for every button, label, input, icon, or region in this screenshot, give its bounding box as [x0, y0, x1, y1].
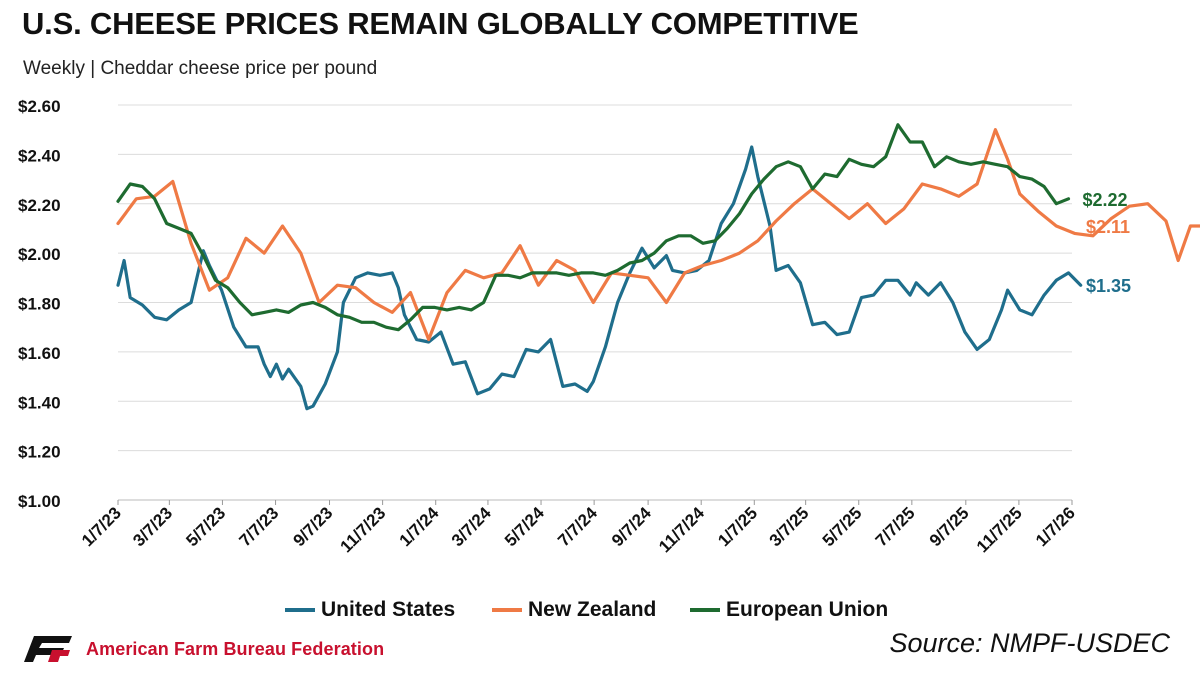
x-tick-label: 3/7/23: [129, 503, 176, 550]
y-tick-label: $2.40: [18, 146, 61, 165]
legend-label: United States: [321, 598, 456, 621]
x-tick-label: 9/7/25: [926, 503, 973, 550]
x-tick-label: 5/7/24: [501, 503, 548, 550]
x-tick-label: 7/7/25: [872, 503, 919, 550]
x-tick-label: 3/7/25: [766, 503, 813, 550]
y-tick-label: $1.20: [18, 443, 61, 462]
x-tick-label: 1/7/24: [396, 503, 443, 550]
x-tick-label: 7/7/24: [554, 503, 601, 550]
organization-name: American Farm Bureau Federation: [86, 638, 385, 659]
x-tick-label: 5/7/25: [819, 503, 866, 550]
legend-item-united-states: United States: [285, 598, 455, 622]
line-chart: $1.00 $1.20 $1.40 $1.60 $1.80 $2.00 $2.20 $2.40…: [18, 97, 1200, 556]
x-tick-label: 1/7/25: [714, 503, 761, 550]
legend-label: New Zealand: [528, 598, 657, 621]
legend: United States New Zealand European Union: [0, 598, 1200, 628]
legend-item-european-union: European Union: [690, 598, 888, 622]
y-tick-label: $1.00: [18, 492, 61, 511]
x-tick-label: 1/7/23: [78, 503, 125, 550]
legend-swatch: [492, 608, 522, 612]
legend-label: European Union: [726, 598, 889, 621]
series-line-united-states: [116, 145, 1083, 411]
x-tick-label: 9/7/23: [289, 503, 336, 550]
y-tick-label: $1.60: [18, 344, 61, 363]
x-tick-label: 7/7/23: [236, 503, 283, 550]
series-end-label: $2.22: [1083, 190, 1128, 210]
x-tick-label: 11/7/23: [337, 503, 390, 556]
series-end-label: $2.11: [1086, 217, 1130, 237]
x-tick-label: 11/7/24: [655, 503, 708, 556]
end-labels: $1.35 $2.11 $2.22: [1083, 190, 1132, 296]
x-tick-label: 9/7/24: [608, 503, 655, 550]
legend-swatch: [690, 608, 720, 612]
x-tick-label: 5/7/23: [182, 503, 229, 550]
y-tick-label: $1.40: [18, 393, 61, 412]
chart-title: U.S. CHEESE PRICES REMAIN GLOBALLY COMPE…: [22, 6, 859, 41]
y-tick-label: $2.60: [18, 97, 61, 116]
y-tick-label: $1.80: [18, 295, 61, 314]
legend-swatch: [285, 608, 315, 612]
source-note: Source: NMPF-USDEC: [889, 628, 1170, 658]
legend-item-new-zealand: New Zealand: [492, 598, 656, 622]
axes: $1.00 $1.20 $1.40 $1.60 $1.80 $2.00 $2.20 $2.40…: [18, 97, 1079, 556]
series-line-european-union: [116, 123, 1071, 332]
footer-branding: American Farm Bureau Federation: [22, 632, 384, 666]
gridlines: [118, 104, 1072, 501]
series-line-new-zealand: [116, 128, 1200, 342]
y-tick-label: $2.20: [18, 196, 61, 215]
series-lines: [116, 123, 1200, 411]
x-tick-label: 11/7/25: [973, 503, 1026, 556]
series-end-label: $1.35: [1086, 276, 1131, 296]
y-tick-label: $2.00: [18, 245, 61, 264]
x-tick-label: 1/7/26: [1032, 503, 1079, 550]
chart-subtitle: Weekly | Cheddar cheese price per pound: [23, 58, 378, 79]
x-tick-label: 3/7/24: [448, 503, 495, 550]
afbf-logo-icon: [24, 636, 72, 662]
